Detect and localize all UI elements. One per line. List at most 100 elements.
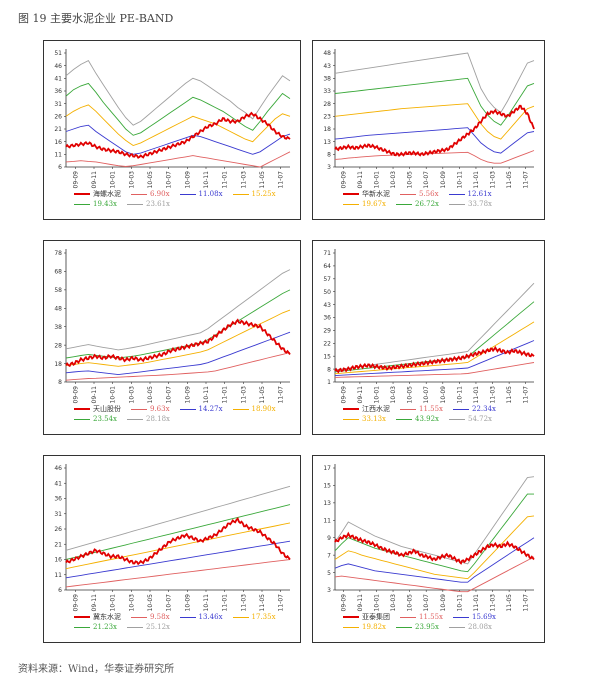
legend-item: 23.61x xyxy=(127,199,170,209)
y-tick-label: 26 xyxy=(54,526,62,533)
legend-label: 15.69x xyxy=(472,613,496,621)
x-tick-label: 11-07 xyxy=(523,386,530,404)
legend-swatch xyxy=(449,418,465,420)
legend-label: 28.08x xyxy=(468,623,492,631)
legend-item: 19.43x xyxy=(74,199,117,209)
legend-swatch xyxy=(127,418,143,420)
y-tick-label: 38 xyxy=(323,76,331,83)
pe-band-chart-2: 3 8 13 18 23 28 33 38 43 48 09-09 09-11 10-01 10-03 10… xyxy=(312,40,545,220)
x-tick-label: 11-07 xyxy=(523,594,530,612)
pe-band-line xyxy=(65,269,291,351)
x-tick-label: 09-09 xyxy=(340,594,347,612)
legend-swatch xyxy=(453,408,469,410)
x-tick-label: 09-11 xyxy=(91,386,98,404)
y-tick-label: 36 xyxy=(54,88,62,95)
y-tick-label: 28 xyxy=(323,101,331,108)
legend-label: 11.08x xyxy=(198,190,223,198)
x-tick-label: 09-11 xyxy=(357,594,364,612)
x-tick-label: 10-11 xyxy=(456,171,463,189)
legend-swatch xyxy=(453,616,469,618)
y-tick-label: 3 xyxy=(327,587,331,594)
pe-band-chart-1: 6 11 16 21 26 31 36 41 46 51 09-09 09-11 10-01 10-03 1… xyxy=(43,40,301,220)
legend-swatch xyxy=(74,193,90,195)
legend-label: 19.67x xyxy=(362,200,386,208)
legend-swatch xyxy=(396,418,412,420)
legend-item: 54.72x xyxy=(449,414,492,424)
legend-swatch xyxy=(179,616,196,618)
pe-band-line xyxy=(65,309,291,367)
x-tick-label: 10-03 xyxy=(390,594,397,612)
pe-band-line xyxy=(65,60,291,126)
legend-label: 23.61x xyxy=(146,200,170,208)
y-tick-label: 33 xyxy=(323,88,331,95)
y-tick-label: 13 xyxy=(323,500,331,507)
x-tick-label: 10-05 xyxy=(147,594,154,612)
pe-band-line xyxy=(334,515,535,580)
pe-band-line xyxy=(334,150,535,164)
legend-item: 15.69x xyxy=(453,612,496,622)
x-tick-label: 09-09 xyxy=(340,386,347,404)
x-tick-label: 09-11 xyxy=(357,171,364,189)
legend-item: 冀东水泥 xyxy=(74,612,121,622)
plot-area: 1 8 15 22 29 36 43 50 57 64 71 09-09 09-11 10-01 10-03… xyxy=(323,249,535,404)
legend-label: 14.27x xyxy=(198,405,223,413)
legend-label: 19.43x xyxy=(93,200,117,208)
legend-swatch xyxy=(343,418,359,420)
y-tick-label: 15 xyxy=(323,353,331,360)
legend-item: 6.90x xyxy=(131,189,170,199)
legend-swatch xyxy=(74,203,90,205)
legend-label: 5.56x xyxy=(419,190,439,198)
y-tick-label: 50 xyxy=(323,289,331,296)
x-tick-label: 10-09 xyxy=(184,594,191,612)
legend-swatch xyxy=(343,203,359,205)
x-tick-label: 10-09 xyxy=(440,171,447,189)
legend-item: 19.67x xyxy=(343,199,386,209)
legend-swatch xyxy=(131,193,147,195)
y-tick-label: 17 xyxy=(323,465,331,472)
legend-label: 25.12x xyxy=(146,623,170,631)
legend-label: 21.23x xyxy=(93,623,117,631)
x-tick-label: 10-01 xyxy=(110,386,117,404)
legend-swatch xyxy=(131,408,147,410)
pe-band-line xyxy=(334,340,535,377)
pe-band-chart-5: 6 11 16 21 26 31 36 41 46 09-09 09-11 10-01 10-03 10-… xyxy=(43,455,301,643)
legend-label: 海螺水泥 xyxy=(93,190,121,198)
y-tick-label: 13 xyxy=(323,139,331,146)
plot-area: 6 11 16 21 26 31 36 41 46 51 09-09 09-11 10-01 10-03 1… xyxy=(54,49,291,189)
y-tick-label: 51 xyxy=(54,50,62,57)
legend-item: 28.18x xyxy=(127,414,170,424)
x-tick-label: 11-05 xyxy=(506,171,513,189)
x-tick-label: 10-09 xyxy=(440,594,447,612)
legend-label: 28.18x xyxy=(146,415,170,423)
legend-item: 亚泰集团 xyxy=(343,612,390,622)
x-tick-label: 11-01 xyxy=(222,171,229,189)
x-tick-label: 11-03 xyxy=(490,594,497,612)
x-tick-label: 10-11 xyxy=(456,594,463,612)
legend-swatch xyxy=(400,193,416,195)
x-tick-label: 10-11 xyxy=(203,594,210,612)
x-tick-label: 10-05 xyxy=(407,594,414,612)
legend-label: 亚泰集团 xyxy=(362,613,390,621)
x-tick-label: 10-09 xyxy=(440,386,447,404)
legend-item: 江西水泥 xyxy=(343,404,390,414)
price-line xyxy=(65,517,291,566)
x-tick-label: 11-01 xyxy=(473,386,480,404)
x-tick-label: 11-01 xyxy=(473,171,480,189)
legend-label: 43.92x xyxy=(415,415,439,423)
legend-swatch xyxy=(343,626,359,628)
x-tick-label: 10-05 xyxy=(407,386,414,404)
legend-swatch xyxy=(448,193,465,195)
legend-swatch xyxy=(74,418,90,420)
y-tick-label: 23 xyxy=(323,114,331,121)
legend-label: 54.72x xyxy=(468,415,492,423)
chart-legend: 冀东水泥 9.58x 13.46x 17.35x 21.23x 25.12x xyxy=(74,612,292,632)
legend-swatch xyxy=(232,616,249,618)
legend-item: 11.55x xyxy=(400,612,443,622)
legend-item: 11.08x xyxy=(179,189,223,199)
legend-swatch xyxy=(400,408,416,410)
x-tick-label: 10-07 xyxy=(166,386,173,404)
legend-swatch xyxy=(396,203,412,205)
pe-band-chart-3: 8 18 28 38 48 58 68 78 09-09 09-11 10-01 10-03 10-05… xyxy=(43,240,301,435)
price-line xyxy=(65,318,291,368)
y-tick-label: 71 xyxy=(323,250,331,257)
